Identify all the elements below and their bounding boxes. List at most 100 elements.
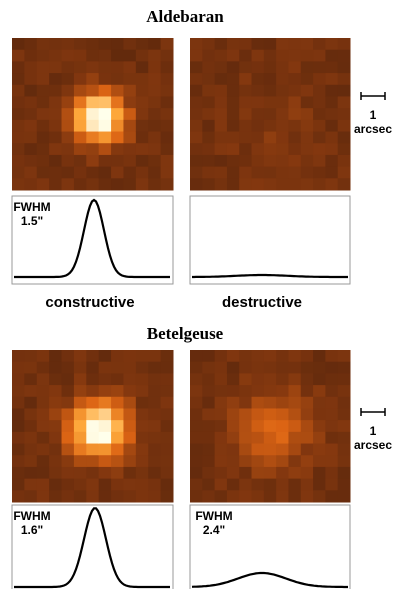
pixel	[264, 132, 277, 144]
pixel	[301, 85, 314, 97]
pixel	[252, 373, 265, 385]
pixel	[313, 143, 326, 155]
pixel	[136, 132, 149, 144]
pixel	[99, 350, 112, 362]
pixel	[62, 467, 75, 479]
pixel	[123, 467, 136, 479]
pixel	[227, 132, 240, 144]
pixel	[161, 61, 174, 73]
pixel	[202, 490, 215, 502]
pixel	[239, 420, 252, 432]
pixel	[74, 444, 87, 456]
pixel	[12, 408, 25, 420]
mode-label: constructive	[45, 294, 134, 311]
pixel	[252, 408, 265, 420]
pixel	[99, 455, 112, 467]
pixel	[62, 143, 75, 155]
pixel	[62, 373, 75, 385]
pixel	[99, 50, 112, 62]
pixel	[264, 143, 277, 155]
pixel	[37, 178, 50, 190]
pixel	[123, 385, 136, 397]
pixel	[313, 444, 326, 456]
pixel	[276, 167, 289, 179]
pixel	[325, 408, 338, 420]
pixel	[111, 350, 124, 362]
pixel	[264, 120, 277, 132]
pixel	[264, 167, 277, 179]
pixel	[338, 467, 351, 479]
pixel	[313, 132, 326, 144]
pixel	[252, 38, 265, 50]
pixel	[276, 479, 289, 491]
pixel	[325, 490, 338, 502]
pixel	[202, 408, 215, 420]
pixel	[252, 432, 265, 444]
pixel	[24, 408, 37, 420]
pixel	[301, 167, 314, 179]
image	[12, 350, 174, 503]
pixel	[148, 178, 161, 190]
pixel	[190, 167, 203, 179]
pixel	[99, 444, 112, 456]
pixel	[136, 61, 149, 73]
pixel	[325, 373, 338, 385]
pixel	[301, 61, 314, 73]
pixel	[37, 143, 50, 155]
pixel	[86, 132, 99, 144]
pixel	[12, 61, 25, 73]
pixel	[62, 385, 75, 397]
pixel	[37, 120, 50, 132]
pixel	[338, 85, 351, 97]
pixel	[288, 444, 301, 456]
pixel	[62, 167, 75, 179]
pixel	[338, 143, 351, 155]
pixel	[313, 155, 326, 167]
pixel	[239, 432, 252, 444]
pixel	[301, 108, 314, 120]
pixel	[74, 455, 87, 467]
pixel	[136, 50, 149, 62]
pixel	[136, 143, 149, 155]
pixel	[136, 108, 149, 120]
pixel	[252, 120, 265, 132]
pixel	[227, 50, 240, 62]
pixel	[252, 444, 265, 456]
pixel	[264, 108, 277, 120]
pixel	[148, 50, 161, 62]
pixel	[111, 408, 124, 420]
pixel	[239, 96, 252, 108]
pixel	[338, 420, 351, 432]
pixel	[325, 385, 338, 397]
pixel	[288, 490, 301, 502]
pixel	[12, 362, 25, 374]
pixel	[161, 373, 174, 385]
pixel	[252, 467, 265, 479]
pixel	[301, 467, 314, 479]
pixel	[12, 132, 25, 144]
pixel	[288, 143, 301, 155]
pixel	[190, 61, 203, 73]
pixel	[190, 120, 203, 132]
pixel	[99, 120, 112, 132]
pixel	[227, 467, 240, 479]
pixel	[111, 490, 124, 502]
pixel	[86, 38, 99, 50]
pixel	[276, 155, 289, 167]
pixel	[264, 490, 277, 502]
pixel	[49, 155, 62, 167]
pixel	[202, 132, 215, 144]
pixel	[136, 385, 149, 397]
pixel	[161, 455, 174, 467]
pixel	[227, 397, 240, 409]
pixel	[86, 373, 99, 385]
pixel	[86, 155, 99, 167]
pixel	[111, 178, 124, 190]
pixel	[86, 85, 99, 97]
pixel	[74, 85, 87, 97]
pixel	[288, 167, 301, 179]
pixel	[136, 467, 149, 479]
pixel	[276, 397, 289, 409]
pixel	[215, 96, 228, 108]
pixel	[202, 61, 215, 73]
